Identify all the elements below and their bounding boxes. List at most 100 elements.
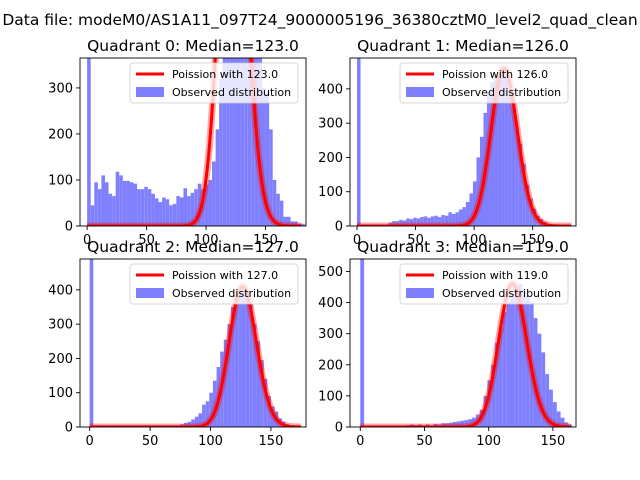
figure-suptitle: Data file: modeM0/AS1A11_097T24_90000051… <box>2 11 637 30</box>
panel-quadrant-0: 0 50 100 150 0 100 200 300 Quadrant 0: Median=12… <box>48 37 307 248</box>
histogram-bar <box>556 411 561 427</box>
axes-frame <box>79 258 307 428</box>
histogram-bar <box>423 216 428 226</box>
histogram-bar <box>294 221 298 226</box>
legend-box <box>129 62 299 104</box>
histogram-bar <box>525 184 530 226</box>
histogram-bar <box>452 422 457 427</box>
histogram-bar <box>241 286 246 427</box>
histogram-bar <box>183 422 188 427</box>
histogram-bar <box>249 303 253 427</box>
y-tick-label: 0 <box>335 421 343 436</box>
histogram-bar <box>283 216 287 226</box>
histogram-bar <box>430 216 435 226</box>
poisson-curve-glow <box>87 58 302 226</box>
x-tick-label: 100 <box>476 434 501 449</box>
histogram-bar <box>267 396 271 427</box>
histogram-bar <box>494 75 498 226</box>
histogram-bar <box>226 58 230 226</box>
y-tick-label: 300 <box>318 117 343 132</box>
histogram-bar <box>525 296 530 427</box>
histogram-bar <box>87 58 91 226</box>
histogram-bar <box>406 218 410 226</box>
histogram-bar <box>501 68 505 226</box>
histogram-bar <box>194 189 198 226</box>
histogram-bar <box>233 58 238 226</box>
histogram-bar <box>465 202 470 226</box>
legend-swatch-observed <box>406 87 434 97</box>
x-tick-label: 0 <box>356 434 364 449</box>
histogram-bar <box>212 380 217 427</box>
histogram-bar <box>395 221 400 226</box>
histogram-bar <box>522 290 526 427</box>
histogram-bar <box>172 203 177 226</box>
legend-label-poisson: Poission with 119.0 <box>442 269 548 282</box>
y-tick-label: 400 <box>48 283 73 298</box>
histogram-bar <box>469 193 473 226</box>
y-tick-label: 300 <box>318 327 343 342</box>
histogram-bar <box>258 58 262 226</box>
histogram-bar <box>388 222 393 226</box>
histogram-bar <box>448 422 453 427</box>
axes-frame <box>349 57 577 227</box>
histogram-bar <box>402 220 407 226</box>
panels-group: 0 50 100 150 0 100 200 300 Quadrant 0: Median=12… <box>48 37 577 449</box>
histogram-bar <box>511 106 516 226</box>
histogram-bar <box>448 212 452 226</box>
histogram-bar <box>552 402 557 427</box>
x-tick-label: 100 <box>198 434 223 449</box>
histogram-bar <box>522 164 526 226</box>
histogram-bar <box>108 193 113 226</box>
y-tick-label: 300 <box>48 318 73 333</box>
x-tick-label: 100 <box>194 233 219 248</box>
histogram-bar <box>420 217 424 226</box>
histogram-bar <box>433 423 438 427</box>
y-tick-label: 400 <box>318 82 343 97</box>
axes-frame <box>79 57 307 227</box>
histogram-bar <box>416 218 421 226</box>
histogram-bar <box>101 175 105 226</box>
histogram-bar <box>515 126 519 226</box>
histogram-bar <box>261 87 266 226</box>
x-tick-label: 50 <box>416 434 433 449</box>
histogram-bar <box>468 419 472 427</box>
histogram-bar <box>560 417 565 427</box>
histogram-bar <box>479 136 484 226</box>
histogram-bar <box>209 392 213 427</box>
histogram-bar <box>441 423 446 427</box>
histogram-bar <box>187 196 191 226</box>
histogram-bar <box>204 184 209 226</box>
histogram-bar <box>126 180 130 226</box>
histogram-bar <box>487 380 492 427</box>
y-tick-label: 500 <box>318 265 343 280</box>
histogram-bar <box>197 183 202 226</box>
legend-box <box>399 62 569 104</box>
histogram-bar <box>409 219 414 226</box>
histogram-bar <box>263 379 268 427</box>
histogram-bar <box>115 171 120 226</box>
histogram-bar <box>508 88 512 226</box>
histogram-bar <box>269 129 273 226</box>
y-tick-label: 0 <box>65 220 73 235</box>
histogram-bar <box>231 307 235 427</box>
panel-title: Quadrant 3: Median=119.0 <box>357 238 569 256</box>
axes-frame <box>349 258 577 428</box>
histogram-bar <box>245 293 250 427</box>
panel-quadrant-1: 0 50 100 150 0 100 200 300 400 Quadrant 1: Median… <box>318 37 577 248</box>
histogram-bar <box>190 192 195 226</box>
histogram-bar <box>357 58 361 226</box>
histogram-bar <box>518 143 523 226</box>
y-tick-label: 200 <box>48 352 73 367</box>
histogram-bar <box>498 327 503 427</box>
x-tick-label: 50 <box>407 233 424 248</box>
y-tick-label: 200 <box>318 151 343 166</box>
histogram-bar <box>208 179 213 226</box>
histogram-bar <box>212 161 216 226</box>
histogram-bar <box>456 421 461 427</box>
histogram-bar <box>97 189 102 226</box>
histogram-bar <box>90 205 95 226</box>
histogram-bar <box>455 212 459 226</box>
histogram-bar <box>444 215 449 226</box>
histogram-bar <box>476 157 480 226</box>
y-tick-label: 0 <box>335 220 343 235</box>
